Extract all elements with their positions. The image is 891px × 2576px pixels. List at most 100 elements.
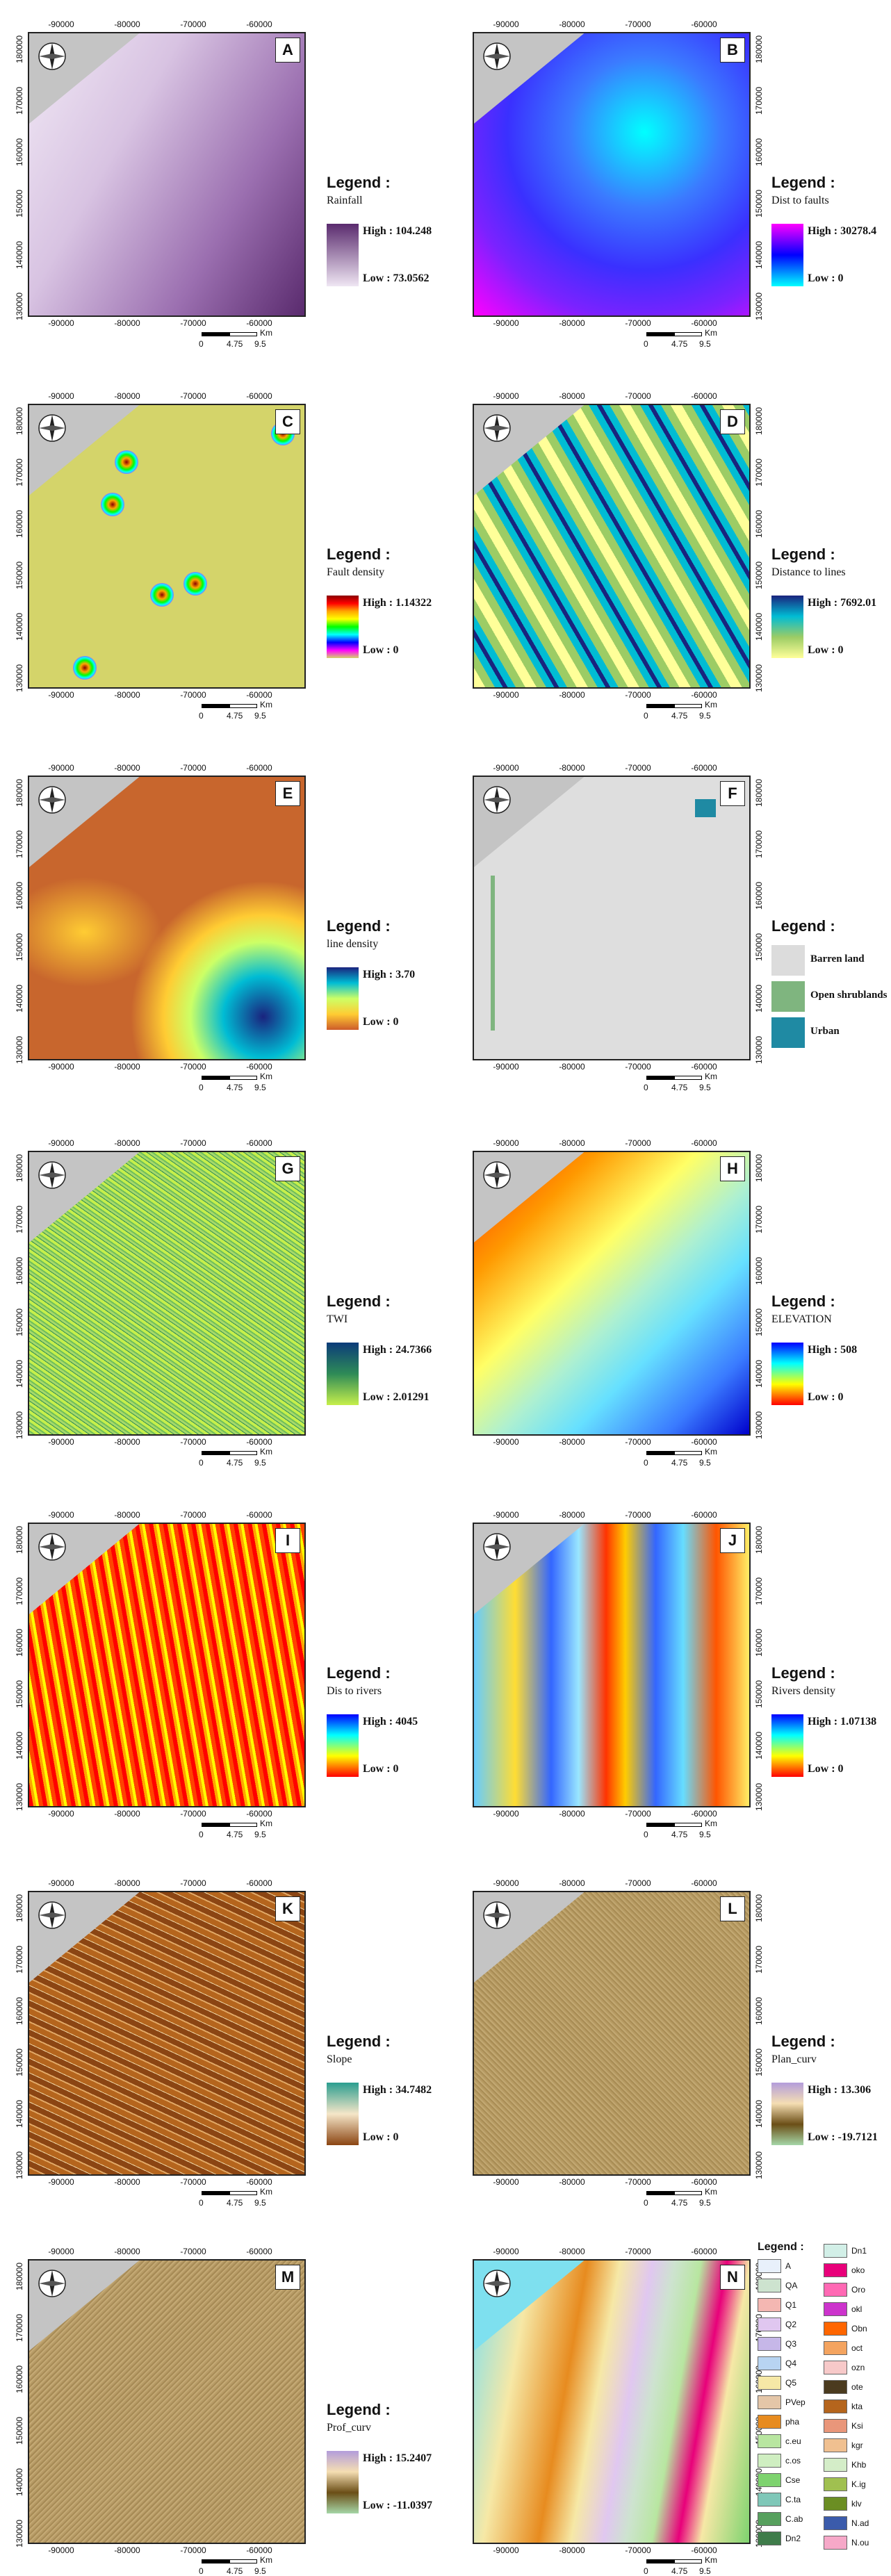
scale-bar-white (674, 1823, 702, 1827)
x-tick-label: -80000 (114, 2247, 140, 2256)
panel-letter: A (275, 38, 300, 63)
panel-letter: M (275, 2265, 300, 2290)
x-tick-label: -70000 (180, 318, 206, 328)
y-tick-label: 140000 (754, 1731, 764, 1760)
x-axis-bottom: -90000 -80000 -70000 -60000 (28, 2545, 306, 2557)
scale-label: 0 (199, 711, 204, 721)
north-arrow-icon (36, 1159, 68, 1191)
y-tick-label: 160000 (15, 2365, 24, 2394)
y-tick-label: 140000 (754, 984, 764, 1013)
legend-high: High : 30278.4 (808, 225, 877, 237)
x-axis-top: -90000 -80000 -70000 -60000 (28, 391, 306, 402)
scale-bar-black (202, 2559, 229, 2563)
geology-swatch (758, 2395, 781, 2409)
scale-label: 4.75 (227, 339, 243, 349)
map-a: A (28, 32, 306, 317)
geology-swatch (824, 2283, 847, 2297)
x-tick-label: -60000 (246, 2177, 272, 2187)
geology-unit: K.ig (824, 2477, 866, 2491)
x-tick-label: -90000 (493, 1809, 519, 1819)
density-hotspot (183, 571, 207, 596)
geology-swatch (758, 2298, 781, 2312)
y-axis: 180000 170000 160000 150000 140000 130000 (14, 1523, 26, 1811)
y-tick-label: 130000 (15, 664, 24, 693)
scale-label: 4.75 (227, 2198, 243, 2208)
x-axis-bottom: -90000 -80000 -70000 -60000 (473, 1062, 751, 1073)
geology-label: kta (851, 2402, 863, 2411)
scale-label: 0 (644, 339, 648, 349)
x-tick-label: -60000 (246, 1138, 272, 1148)
geology-swatch (824, 2516, 847, 2530)
y-tick-label: 180000 (754, 1894, 764, 1923)
x-tick-label: -90000 (48, 391, 74, 401)
geology-swatch (758, 2532, 781, 2545)
y-tick-label: 140000 (15, 2099, 24, 2128)
scale-label: 9.5 (254, 2198, 266, 2208)
x-tick-label: -60000 (246, 318, 272, 328)
scale-label: 9.5 (254, 1830, 266, 1839)
geology-label: N.ou (851, 2538, 869, 2548)
y-tick-label: 150000 (15, 1308, 24, 1337)
x-tick-label: -90000 (493, 1437, 519, 1447)
y-tick-label: 140000 (754, 612, 764, 641)
x-tick-label: -60000 (246, 763, 272, 773)
north-arrow-icon (36, 40, 68, 72)
legend-high: High : 3.70 (363, 969, 416, 981)
geology-swatch (824, 2419, 847, 2433)
legend-high: High : 1.07138 (808, 1716, 877, 1728)
x-tick-label: -90000 (493, 2177, 519, 2187)
y-axis: 180000 170000 160000 150000 140000 130000 (753, 1151, 766, 1439)
x-tick-label: -80000 (114, 2177, 140, 2187)
legend-low: Low : 73.0562 (363, 272, 430, 284)
x-tick-label: -70000 (625, 2247, 651, 2256)
scale-bar-black (202, 704, 229, 708)
scale-bar-black (202, 1451, 229, 1455)
urban-area (695, 799, 717, 818)
x-tick-label: -60000 (691, 318, 717, 328)
x-tick-label: -60000 (691, 1809, 717, 1819)
x-tick-label: -90000 (493, 2545, 519, 2555)
y-tick-label: 180000 (15, 407, 24, 436)
geology-label: Oro (851, 2285, 866, 2295)
y-axis: 180000 170000 160000 150000 140000 130000 (14, 776, 26, 1064)
map-j: J (473, 1523, 751, 1807)
legend-d: Legend : Distance to lines High : 7692.01 L… (771, 545, 890, 698)
geology-unit: Q5 (758, 2376, 796, 2390)
y-tick-label: 170000 (754, 1945, 764, 1974)
scale-label: 9.5 (699, 1458, 711, 1468)
legend-c: Legend : Fault density High : 1.14322 Low :… (327, 545, 445, 698)
geology-unit: C.ta (758, 2493, 801, 2507)
geology-swatch (758, 2259, 781, 2273)
north-arrow-icon (36, 1899, 68, 1931)
geology-unit: ote (824, 2380, 863, 2394)
x-tick-label: -60000 (691, 391, 717, 401)
north-arrow-icon (481, 1531, 513, 1563)
scale-bar-white (674, 704, 702, 708)
legend-title: Legend : (327, 1293, 391, 1310)
legend-low: Low : 2.01291 (363, 1391, 430, 1403)
x-axis-top: -90000 -80000 -70000 -60000 (473, 1510, 751, 1521)
layer-name: Rainfall (327, 195, 363, 206)
geology-unit: oko (824, 2263, 865, 2277)
x-tick-label: -80000 (559, 1878, 585, 1888)
geology-swatch (758, 2434, 781, 2448)
scale-unit: Km (260, 1447, 272, 1457)
geology-label: K.ig (851, 2479, 866, 2489)
legend-high: High : 1.14322 (363, 597, 432, 609)
x-axis-top: -90000 -80000 -70000 -60000 (473, 19, 751, 31)
y-tick-label: 130000 (15, 2151, 24, 2180)
y-tick-label: 180000 (754, 778, 764, 807)
geology-label: oct (851, 2343, 863, 2353)
geology-label: kgr (851, 2440, 863, 2450)
panel-letter: J (720, 1528, 745, 1553)
geology-unit: c.eu (758, 2434, 801, 2448)
panel-letter: I (275, 1528, 300, 1553)
geology-swatch (824, 2322, 847, 2336)
scale-bar-black (646, 2191, 674, 2195)
legend-k: Legend : Slope High : 34.7482 Low : 0 (327, 2033, 445, 2185)
scale-bar-black (646, 1076, 674, 1080)
y-tick-label: 150000 (754, 2048, 764, 2077)
geology-swatch (824, 2361, 847, 2374)
panel-letter: E (275, 781, 300, 806)
y-tick-label: 130000 (754, 292, 764, 321)
